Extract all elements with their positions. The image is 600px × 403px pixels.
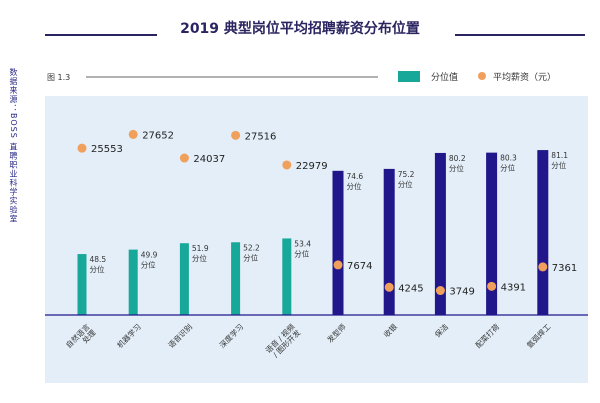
salary-dot	[179, 153, 189, 163]
salary-value-label: 7361	[552, 263, 577, 274]
title-rule-right	[455, 34, 585, 36]
percentile-value-label: 74.6	[347, 172, 364, 181]
salary-dot	[333, 260, 343, 270]
percentile-bar	[77, 254, 87, 315]
percentile-value-label: 80.3	[500, 154, 517, 163]
percentile-value-label: 51.9	[192, 244, 209, 253]
salary-dot	[384, 282, 394, 292]
percentile-unit-label: 分位	[90, 264, 105, 274]
percentile-value-label: 48.5	[90, 255, 107, 264]
percentile-unit-label: 分位	[500, 163, 515, 173]
percentile-value-label: 75.2	[398, 170, 415, 179]
plot-area	[45, 96, 588, 383]
percentile-bar	[231, 242, 241, 315]
percentile-bar	[128, 249, 138, 315]
percentile-unit-label: 分位	[192, 253, 207, 263]
percentile-value-label: 81.1	[551, 151, 568, 160]
data-source: 数据来源：BOSS 直聘职业科学实验室	[9, 68, 18, 224]
percentile-bar	[434, 152, 446, 315]
salary-value-label: 22979	[296, 161, 328, 172]
percentile-unit-label: 分位	[347, 181, 362, 191]
percentile-unit-label: 分位	[141, 260, 156, 270]
salary-value-label: 4391	[501, 282, 526, 293]
percentile-value-label: 52.2	[243, 243, 260, 252]
percentile-unit-label: 分位	[551, 160, 566, 170]
percentile-bar	[486, 152, 498, 315]
salary-value-label: 27652	[142, 130, 174, 141]
percentile-bar	[332, 170, 344, 315]
percentile-unit-label: 分位	[243, 252, 258, 262]
salary-dot	[282, 160, 292, 170]
percentile-unit-label: 分位	[449, 163, 464, 173]
percentile-value-label: 53.4	[294, 239, 311, 248]
salary-value-label: 4245	[398, 283, 423, 294]
salary-dot	[487, 281, 497, 291]
percentile-unit-label: 分位	[398, 179, 413, 189]
percentile-value-label: 80.2	[449, 154, 466, 163]
salary-dot	[128, 129, 138, 139]
salary-value-label: 25553	[91, 144, 123, 155]
percentile-bar	[179, 243, 189, 315]
legend-dot-swatch	[478, 72, 486, 80]
figure-label: 图 1.3	[47, 73, 70, 82]
salary-value-label: 27516	[245, 131, 277, 142]
salary-value-label: 3749	[449, 287, 474, 298]
chart-title: 2019 典型岗位平均招聘薪资分布位置	[180, 21, 420, 37]
legend-bar-label: 分位值	[431, 71, 458, 83]
percentile-bar	[537, 150, 549, 315]
percentile-bar	[282, 238, 292, 315]
percentile-value-label: 49.9	[141, 251, 158, 260]
salary-dot	[538, 262, 548, 272]
salary-dot	[231, 130, 241, 140]
legend-dot-label: 平均薪资（元）	[493, 71, 556, 83]
legend-bar-swatch	[398, 71, 420, 82]
percentile-bar	[383, 168, 395, 315]
title-rule-left	[45, 34, 157, 36]
salary-dot	[435, 286, 445, 296]
salary-value-label: 24037	[193, 154, 225, 165]
salary-value-label: 7674	[347, 261, 372, 272]
percentile-unit-label: 分位	[294, 248, 309, 258]
salary-dot	[77, 143, 87, 153]
